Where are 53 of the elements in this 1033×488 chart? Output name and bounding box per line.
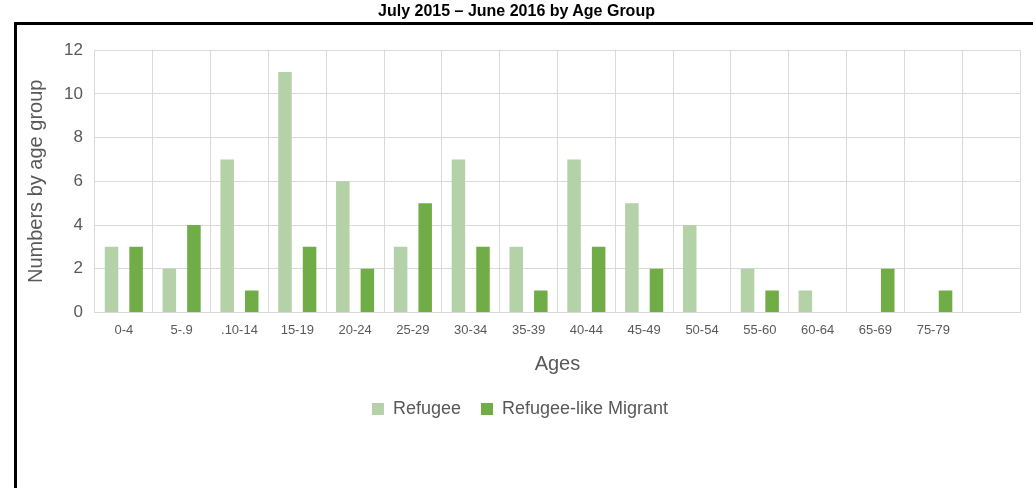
bar	[129, 246, 143, 312]
bar	[418, 203, 432, 312]
x-tick-label: 50-54	[685, 321, 719, 337]
bar	[244, 290, 259, 312]
x-tick-label: 25-29	[396, 321, 430, 337]
bar	[567, 159, 581, 312]
x-tick-label: 5-.9	[170, 321, 193, 337]
bar	[162, 268, 177, 312]
x-tick-label: 15-19	[280, 321, 314, 337]
y-axis-title: Numbers by age group	[23, 79, 46, 284]
bar	[220, 159, 234, 312]
bar	[451, 159, 466, 312]
bar	[187, 225, 201, 312]
x-tick-label: 35-39	[511, 321, 546, 337]
bar	[476, 246, 490, 312]
bar	[509, 246, 524, 312]
x-tick-label: 30-34	[454, 321, 488, 337]
chart-title: July 2015 – June 2016 by Age Group	[377, 2, 656, 20]
bar	[798, 290, 813, 312]
bar	[765, 290, 779, 312]
bar	[649, 268, 664, 312]
y-tick-label: 4	[73, 214, 83, 234]
x-tick-label: .10-14	[221, 321, 258, 337]
y-tick-label: 0	[73, 302, 83, 322]
y-tick-label: 6	[73, 170, 83, 190]
bar	[534, 290, 548, 312]
legend-label: Refugee	[392, 397, 461, 418]
x-tick-label: 60-64	[801, 321, 835, 337]
x-tick-label: 20-24	[338, 321, 372, 337]
bar	[625, 203, 639, 312]
bar	[302, 246, 317, 312]
x-axis-title: Ages	[534, 351, 581, 374]
bar	[393, 246, 408, 312]
bar	[740, 268, 755, 312]
legend-label: Refugee-like Migrant	[501, 397, 669, 418]
x-tick-label: 45-49	[627, 321, 661, 337]
x-tick-label: 40-44	[569, 321, 603, 337]
x-tick-label: 55-60	[743, 321, 777, 337]
y-tick-label: 12	[63, 39, 83, 59]
bar	[682, 225, 697, 312]
x-tick-label: 75-79	[916, 321, 950, 337]
x-tick-label: 65-69	[858, 321, 893, 337]
bar	[278, 72, 292, 312]
bar	[880, 268, 895, 312]
y-tick-label: 10	[63, 83, 83, 103]
bar	[104, 246, 119, 312]
bar	[360, 268, 375, 312]
bar	[336, 181, 350, 312]
y-tick-label: 2	[73, 258, 83, 278]
bar	[591, 246, 606, 312]
bar	[938, 290, 953, 312]
y-tick-label: 8	[73, 127, 83, 147]
x-tick-label: 0-4	[114, 321, 134, 337]
